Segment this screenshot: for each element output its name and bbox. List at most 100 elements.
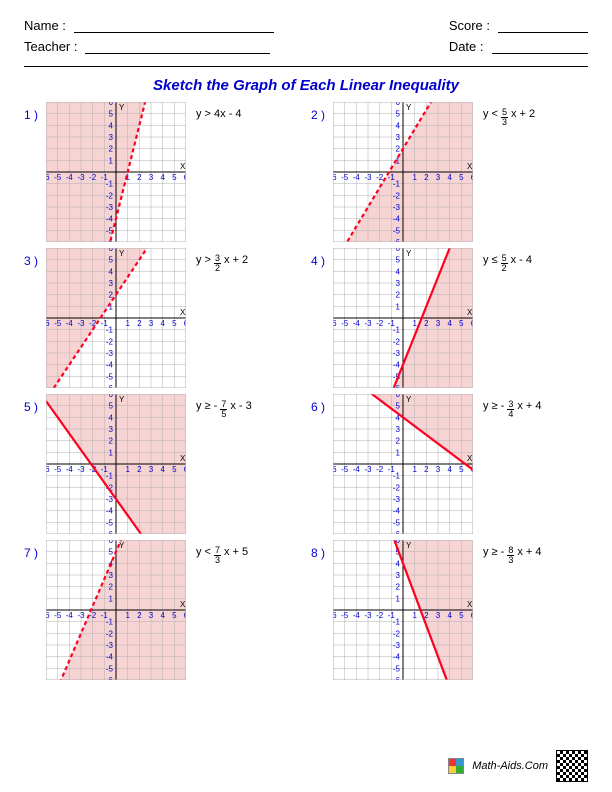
svg-text:-4: -4 [66, 611, 74, 620]
problem-number: 4 ) [311, 248, 329, 268]
svg-text:X: X [180, 162, 186, 171]
svg-text:-2: -2 [393, 483, 401, 492]
inequality-expression: y < 53x + 2 [477, 102, 535, 127]
svg-text:4: 4 [447, 611, 452, 620]
svg-text:-5: -5 [393, 226, 401, 235]
svg-text:-3: -3 [77, 465, 85, 474]
svg-text:-2: -2 [393, 191, 401, 200]
svg-text:1: 1 [109, 156, 114, 165]
svg-text:2: 2 [109, 145, 114, 154]
svg-text:X: X [467, 162, 473, 171]
svg-text:2: 2 [137, 611, 142, 620]
svg-text:2: 2 [396, 437, 401, 446]
svg-text:4: 4 [109, 267, 114, 276]
svg-text:-4: -4 [66, 465, 74, 474]
svg-text:5: 5 [396, 110, 401, 119]
svg-text:4: 4 [109, 121, 114, 130]
svg-text:-3: -3 [77, 611, 85, 620]
svg-text:-3: -3 [364, 611, 372, 620]
svg-text:3: 3 [436, 173, 441, 182]
problem-number: 8 ) [311, 540, 329, 560]
problem: 7 ) -6-6-5-5-4-4-3-3-2-2-1-1112233445566… [24, 540, 301, 680]
svg-text:-5: -5 [393, 664, 401, 673]
svg-text:2: 2 [424, 173, 429, 182]
svg-text:-2: -2 [89, 173, 97, 182]
svg-text:-6: -6 [106, 530, 114, 534]
svg-text:-3: -3 [393, 349, 401, 358]
problem: 1 ) -6-6-5-5-4-4-3-3-2-2-1-1112233445566… [24, 102, 301, 242]
svg-text:2: 2 [109, 583, 114, 592]
svg-text:6: 6 [109, 248, 114, 253]
svg-text:5: 5 [109, 402, 114, 411]
svg-text:1: 1 [109, 448, 114, 457]
svg-text:-4: -4 [66, 173, 74, 182]
svg-text:X: X [180, 600, 186, 609]
svg-text:-6: -6 [46, 465, 50, 474]
svg-text:-1: -1 [393, 326, 401, 335]
svg-text:-3: -3 [77, 319, 85, 328]
problem-number: 1 ) [24, 102, 42, 122]
svg-text:1: 1 [412, 173, 417, 182]
svg-text:-5: -5 [106, 372, 114, 381]
svg-text:Y: Y [119, 395, 125, 404]
svg-text:5: 5 [396, 256, 401, 265]
svg-text:-1: -1 [106, 618, 114, 627]
svg-text:Y: Y [406, 395, 412, 404]
svg-text:Y: Y [406, 249, 412, 258]
svg-text:-2: -2 [393, 629, 401, 638]
problem: 3 ) -6-6-5-5-4-4-3-3-2-2-1-1112233445566… [24, 248, 301, 388]
svg-text:-4: -4 [353, 173, 361, 182]
svg-text:1: 1 [412, 465, 417, 474]
svg-text:-1: -1 [106, 180, 114, 189]
svg-text:2: 2 [137, 465, 142, 474]
worksheet-header: Name : Teacher : Score : Date : [24, 18, 588, 60]
svg-text:-1: -1 [393, 472, 401, 481]
svg-text:3: 3 [396, 571, 401, 580]
svg-text:3: 3 [396, 425, 401, 434]
svg-text:-5: -5 [106, 664, 114, 673]
teacher-blank [85, 53, 270, 54]
svg-text:-4: -4 [353, 611, 361, 620]
svg-text:5: 5 [172, 465, 177, 474]
svg-text:1: 1 [396, 302, 401, 311]
svg-text:X: X [180, 454, 186, 463]
problem-number: 6 ) [311, 394, 329, 414]
svg-text:6: 6 [109, 540, 114, 545]
svg-text:-4: -4 [393, 215, 401, 224]
inequality-chart: -6-6-5-5-4-4-3-3-2-2-1-1112233445566 X Y [333, 540, 473, 680]
name-blank [74, 32, 274, 33]
svg-text:2: 2 [424, 319, 429, 328]
svg-text:-6: -6 [333, 465, 337, 474]
svg-text:-6: -6 [46, 319, 50, 328]
inequality-expression: y > 4x - 4 [190, 102, 245, 120]
svg-text:-5: -5 [54, 319, 62, 328]
problems-grid: 1 ) -6-6-5-5-4-4-3-3-2-2-1-1112233445566… [24, 102, 588, 680]
svg-text:5: 5 [109, 548, 114, 557]
problem-number: 7 ) [24, 540, 42, 560]
svg-text:4: 4 [447, 173, 452, 182]
svg-text:3: 3 [149, 611, 154, 620]
svg-text:6: 6 [396, 394, 401, 399]
svg-text:2: 2 [137, 173, 142, 182]
svg-text:-3: -3 [364, 465, 372, 474]
svg-text:-6: -6 [393, 676, 401, 680]
problem: 8 ) -6-6-5-5-4-4-3-3-2-2-1-1112233445566… [311, 540, 588, 680]
svg-text:3: 3 [396, 133, 401, 142]
svg-text:-3: -3 [106, 495, 114, 504]
svg-text:-1: -1 [106, 472, 114, 481]
svg-text:Y: Y [119, 103, 125, 112]
inequality-expression: y ≥ - 83x + 4 [477, 540, 541, 565]
svg-text:-6: -6 [106, 676, 114, 680]
svg-text:-4: -4 [393, 507, 401, 516]
problem: 5 ) -6-6-5-5-4-4-3-3-2-2-1-1112233445566… [24, 394, 301, 534]
svg-text:-2: -2 [89, 319, 97, 328]
svg-text:-1: -1 [393, 180, 401, 189]
svg-text:-4: -4 [66, 319, 74, 328]
svg-text:3: 3 [436, 611, 441, 620]
qr-icon [556, 750, 588, 782]
svg-text:-3: -3 [393, 495, 401, 504]
svg-text:Y: Y [406, 541, 412, 550]
problem: 2 ) -6-6-5-5-4-4-3-3-2-2-1-1112233445566… [311, 102, 588, 242]
svg-text:-5: -5 [341, 319, 349, 328]
worksheet-title: Sketch the Graph of Each Linear Inequali… [24, 77, 588, 94]
